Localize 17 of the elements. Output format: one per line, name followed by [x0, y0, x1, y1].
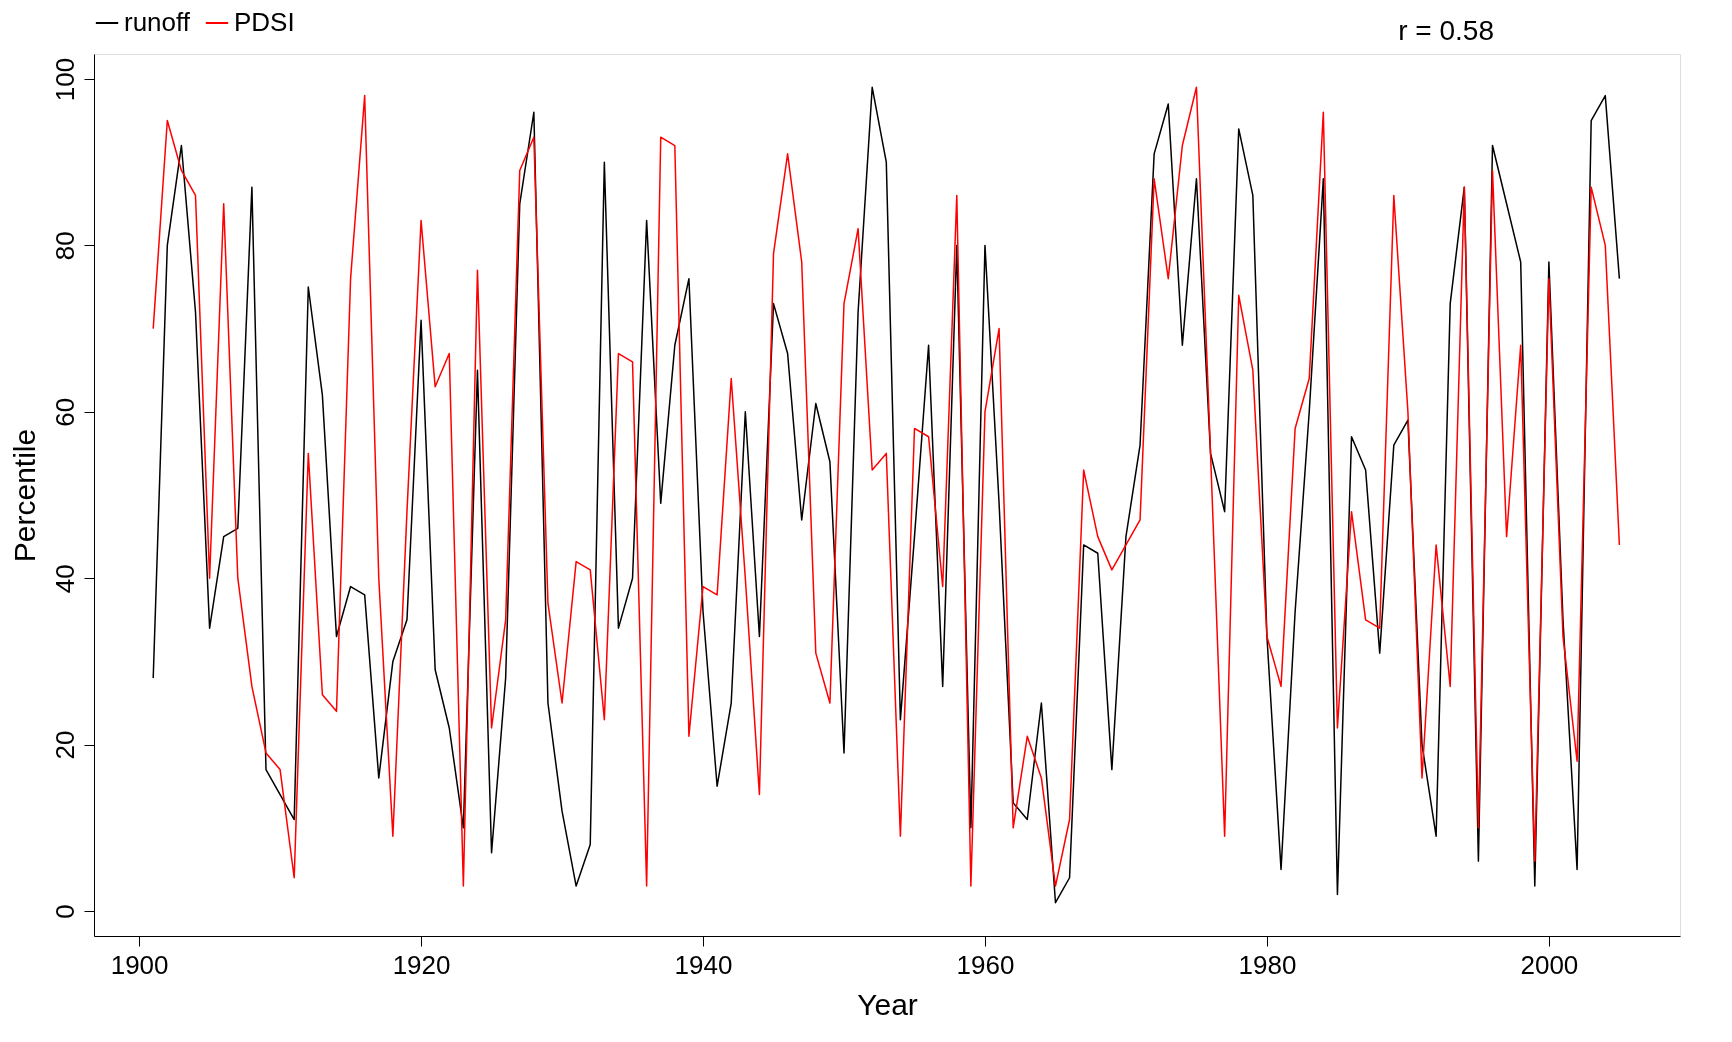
- y-tick-label: 40: [49, 564, 80, 594]
- legend-label: PDSI: [234, 7, 295, 37]
- x-tick-label: 2000: [1520, 949, 1579, 980]
- x-tick-label: 1960: [956, 949, 1015, 980]
- y-tick-label: 60: [49, 397, 80, 427]
- y-tick-label: 20: [49, 730, 80, 760]
- x-tick-label: 1940: [674, 949, 733, 980]
- y-axis-title: Percentile: [7, 428, 41, 563]
- x-tick-label: 1920: [392, 949, 451, 980]
- x-tick-label: 1900: [110, 949, 169, 980]
- x-tick-label: 1980: [1238, 949, 1297, 980]
- y-tick-label: 80: [49, 231, 80, 261]
- text: r = 0.58: [1398, 15, 1494, 46]
- y-tick-label: 100: [49, 57, 80, 102]
- y-tick-label: 0: [49, 904, 80, 919]
- x-axis-title: Year: [857, 987, 918, 1021]
- legend-label: runoff: [124, 7, 191, 37]
